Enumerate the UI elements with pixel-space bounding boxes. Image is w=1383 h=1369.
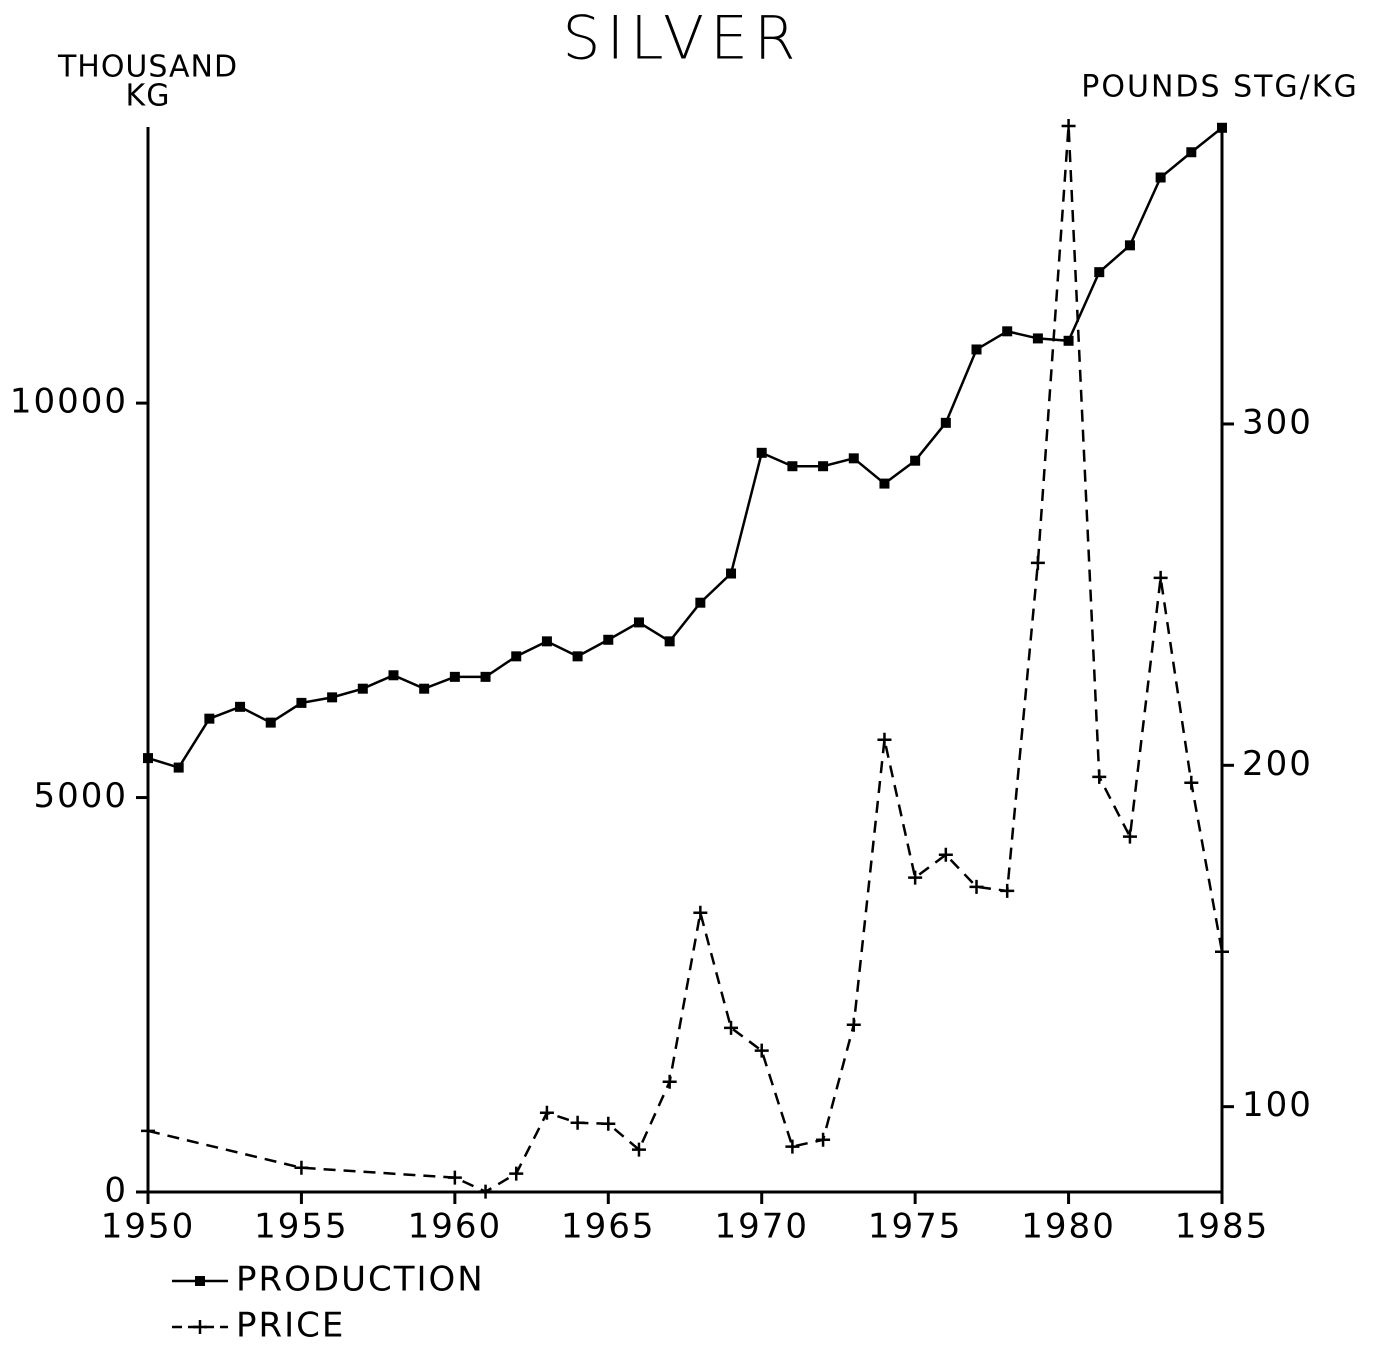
series-line	[147, 126, 1223, 770]
point	[1002, 326, 1013, 337]
point	[1030, 555, 1045, 570]
point	[846, 1017, 861, 1032]
y2-tick-label: 200	[1242, 744, 1313, 784]
x-tick-label: 1975	[868, 1207, 963, 1247]
point	[1094, 267, 1105, 278]
point	[756, 447, 767, 458]
point	[601, 1116, 616, 1131]
point	[419, 683, 430, 694]
point	[1215, 944, 1229, 959]
x-tick-label: 1980	[1021, 1207, 1116, 1247]
point	[1124, 240, 1135, 251]
point	[1155, 172, 1166, 183]
point	[539, 1105, 554, 1120]
point	[478, 1184, 493, 1199]
point	[879, 478, 890, 489]
point	[1186, 147, 1197, 158]
point	[785, 1139, 800, 1154]
point	[695, 597, 706, 608]
point	[1032, 333, 1043, 344]
point	[908, 870, 923, 885]
x-tick-label: 1960	[408, 1207, 503, 1247]
point	[664, 636, 675, 647]
point	[449, 671, 460, 682]
point	[143, 753, 153, 764]
point	[572, 651, 583, 662]
point	[724, 1020, 739, 1035]
point	[787, 461, 798, 472]
point	[969, 879, 984, 894]
x-tick-label: 1985	[1175, 1207, 1270, 1247]
point	[877, 732, 892, 747]
point	[754, 1043, 769, 1058]
point	[938, 847, 953, 862]
x-tick-label: 1965	[561, 1207, 656, 1247]
point	[570, 1115, 585, 1130]
point	[693, 905, 708, 920]
point	[509, 1166, 524, 1181]
y2-axis-label: POUNDS STG/KG	[1081, 70, 1358, 105]
legend-marker	[195, 1276, 205, 1286]
y-axis-label: KG	[126, 79, 171, 114]
series-line	[147, 125, 1224, 1194]
point	[1061, 118, 1076, 133]
x-tick-label: 1955	[254, 1207, 349, 1247]
point	[511, 651, 522, 662]
point	[294, 1160, 309, 1175]
legend-marker	[193, 1320, 207, 1334]
point	[1063, 335, 1074, 346]
point	[1000, 883, 1015, 898]
point	[235, 701, 246, 712]
point	[541, 636, 552, 647]
point	[662, 1074, 677, 1089]
point	[1092, 769, 1107, 784]
point	[388, 670, 399, 681]
y-tick-label: 5000	[33, 776, 128, 816]
point	[265, 717, 276, 728]
point	[296, 697, 307, 708]
point	[173, 762, 184, 773]
point	[1122, 829, 1137, 844]
y2-tick-label: 100	[1242, 1085, 1313, 1125]
point	[1217, 122, 1227, 133]
point	[357, 683, 368, 694]
point	[848, 453, 859, 464]
point	[480, 671, 491, 682]
point	[726, 568, 737, 579]
point	[603, 634, 614, 645]
point	[816, 1132, 831, 1147]
y-tick-label: 10000	[10, 382, 128, 422]
y-tick-label: 0	[104, 1171, 128, 1211]
point	[1153, 570, 1168, 585]
chart-title: SILVER	[562, 4, 801, 74]
point	[818, 461, 829, 472]
x-tick-label: 1950	[101, 1207, 196, 1247]
point	[631, 1142, 646, 1157]
point	[940, 417, 951, 428]
y-axis-label: THOUSAND	[57, 50, 238, 85]
point	[447, 1170, 462, 1185]
point	[204, 713, 215, 724]
point	[327, 692, 338, 703]
point	[910, 455, 921, 466]
point	[971, 344, 982, 355]
point	[141, 1123, 155, 1138]
x-tick-label: 1970	[714, 1207, 809, 1247]
legend-label: PRODUCTION	[236, 1260, 485, 1300]
point	[1184, 775, 1199, 790]
y2-tick-label: 300	[1242, 402, 1313, 442]
point	[633, 617, 644, 628]
legend-label: PRICE	[236, 1306, 345, 1346]
